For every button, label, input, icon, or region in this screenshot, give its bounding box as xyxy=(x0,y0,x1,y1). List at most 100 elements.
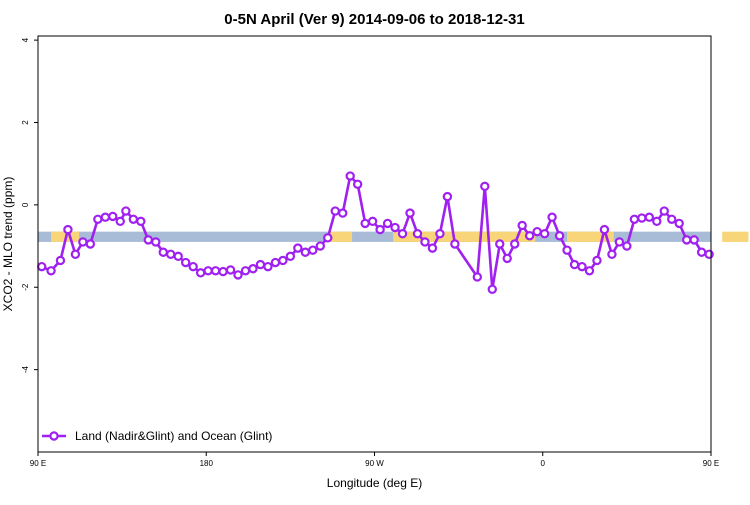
data-point-76 xyxy=(622,241,632,251)
data-point-46 xyxy=(382,218,393,229)
data-point-35 xyxy=(300,247,311,257)
data-point-9 xyxy=(108,211,118,222)
data-point-69 xyxy=(569,259,580,270)
data-point-31 xyxy=(270,257,281,268)
data-point-44 xyxy=(367,216,378,227)
data-point-47 xyxy=(390,222,400,233)
data-point-10 xyxy=(115,216,125,227)
data-point-79 xyxy=(644,212,655,222)
data-point-5 xyxy=(78,237,88,247)
data-point-40 xyxy=(338,208,348,218)
data-point-34 xyxy=(293,243,303,253)
legend: Land (Nadir&Glint) and Ocean (Glint) xyxy=(42,429,272,443)
legend-marker-swatch xyxy=(49,431,59,441)
x-axis-title: Longitude (deg E) xyxy=(327,476,422,490)
data-point-26 xyxy=(233,270,243,280)
data-point-68 xyxy=(562,245,572,255)
y-axis: 4 2 0 -2 -4 xyxy=(21,37,38,373)
data-point-61 xyxy=(510,239,520,249)
x-tick-label-2: 90 W xyxy=(365,459,384,468)
y-tick-label-4: -4 xyxy=(21,366,30,374)
data-point-45 xyxy=(375,224,385,235)
data-point-30 xyxy=(263,261,273,272)
data-point-20 xyxy=(188,261,198,272)
data-point-51 xyxy=(420,237,430,247)
data-point-13 xyxy=(136,216,146,227)
data-point-87 xyxy=(704,249,714,259)
data-point-53 xyxy=(435,229,445,239)
x-tick-label-1: 180 xyxy=(200,459,214,468)
data-point-24 xyxy=(218,266,228,277)
data-point-43 xyxy=(360,218,370,229)
data-point-58 xyxy=(487,284,497,295)
data-point-1 xyxy=(46,266,56,276)
data-point-63 xyxy=(524,231,535,241)
data-point-85 xyxy=(689,235,699,245)
data-point-67 xyxy=(554,231,565,241)
data-point-59 xyxy=(495,239,505,249)
y-axis-title: XCO2 - MLO trend (ppm) xyxy=(1,177,15,312)
data-point-36 xyxy=(308,245,318,255)
data-point-7 xyxy=(93,214,103,224)
data-point-52 xyxy=(427,243,438,253)
data-point-82 xyxy=(667,214,677,224)
band-highlight-4 xyxy=(722,231,749,242)
data-point-86 xyxy=(696,247,707,257)
series-layer xyxy=(37,171,714,295)
data-point-65 xyxy=(539,229,550,239)
data-point-37 xyxy=(315,241,325,251)
data-point-12 xyxy=(128,214,139,224)
data-point-71 xyxy=(584,266,595,276)
y-tick-label-1: 2 xyxy=(21,120,30,125)
y-tick-label-3: -2 xyxy=(21,283,30,291)
band-highlight-3 xyxy=(567,231,614,242)
data-point-6 xyxy=(85,239,96,249)
data-point-14 xyxy=(143,235,153,245)
y-tick-label-2: 0 xyxy=(21,202,30,207)
data-point-41 xyxy=(345,171,355,181)
data-point-72 xyxy=(592,255,602,266)
data-point-32 xyxy=(278,255,288,266)
data-point-42 xyxy=(352,179,363,189)
data-point-54 xyxy=(442,191,453,202)
x-axis: 90 E 180 90 W 0 90 E xyxy=(30,452,719,468)
data-point-0 xyxy=(37,261,47,272)
data-point-48 xyxy=(397,229,408,239)
band-highlight-1 xyxy=(327,231,353,242)
x-tick-label-0: 90 E xyxy=(30,459,46,468)
data-point-8 xyxy=(100,212,111,222)
data-point-38 xyxy=(323,233,333,243)
band-base xyxy=(38,231,711,242)
chart-title: 0-5N April (Ver 9) 2014-09-06 to 2018-12… xyxy=(224,11,524,28)
data-point-2 xyxy=(55,255,66,266)
data-point-19 xyxy=(180,257,191,268)
data-point-73 xyxy=(599,224,610,235)
data-point-56 xyxy=(472,272,483,282)
data-point-66 xyxy=(547,212,557,222)
data-point-75 xyxy=(614,237,625,247)
data-point-62 xyxy=(517,220,527,231)
legend-entry: Land (Nadir&Glint) and Ocean (Glint) xyxy=(75,429,272,443)
data-point-28 xyxy=(248,264,258,274)
data-point-33 xyxy=(285,251,296,262)
data-point-4 xyxy=(70,249,81,259)
data-point-84 xyxy=(681,235,692,245)
data-point-25 xyxy=(225,265,236,275)
data-point-29 xyxy=(255,259,266,270)
data-point-15 xyxy=(151,237,161,247)
data-point-23 xyxy=(210,266,221,276)
data-point-27 xyxy=(240,266,251,276)
data-point-57 xyxy=(480,181,490,192)
y-tick-label-0: 4 xyxy=(21,37,30,42)
data-point-49 xyxy=(405,208,415,218)
band-highlight-2 xyxy=(393,231,536,242)
x-tick-label-4: 90 E xyxy=(703,459,719,468)
data-point-11 xyxy=(121,206,131,216)
data-point-22 xyxy=(203,266,213,276)
data-point-74 xyxy=(607,249,617,259)
data-point-3 xyxy=(63,224,73,235)
data-point-70 xyxy=(577,261,587,272)
data-point-60 xyxy=(502,253,512,264)
data-point-55 xyxy=(450,239,460,249)
data-point-83 xyxy=(674,218,684,229)
